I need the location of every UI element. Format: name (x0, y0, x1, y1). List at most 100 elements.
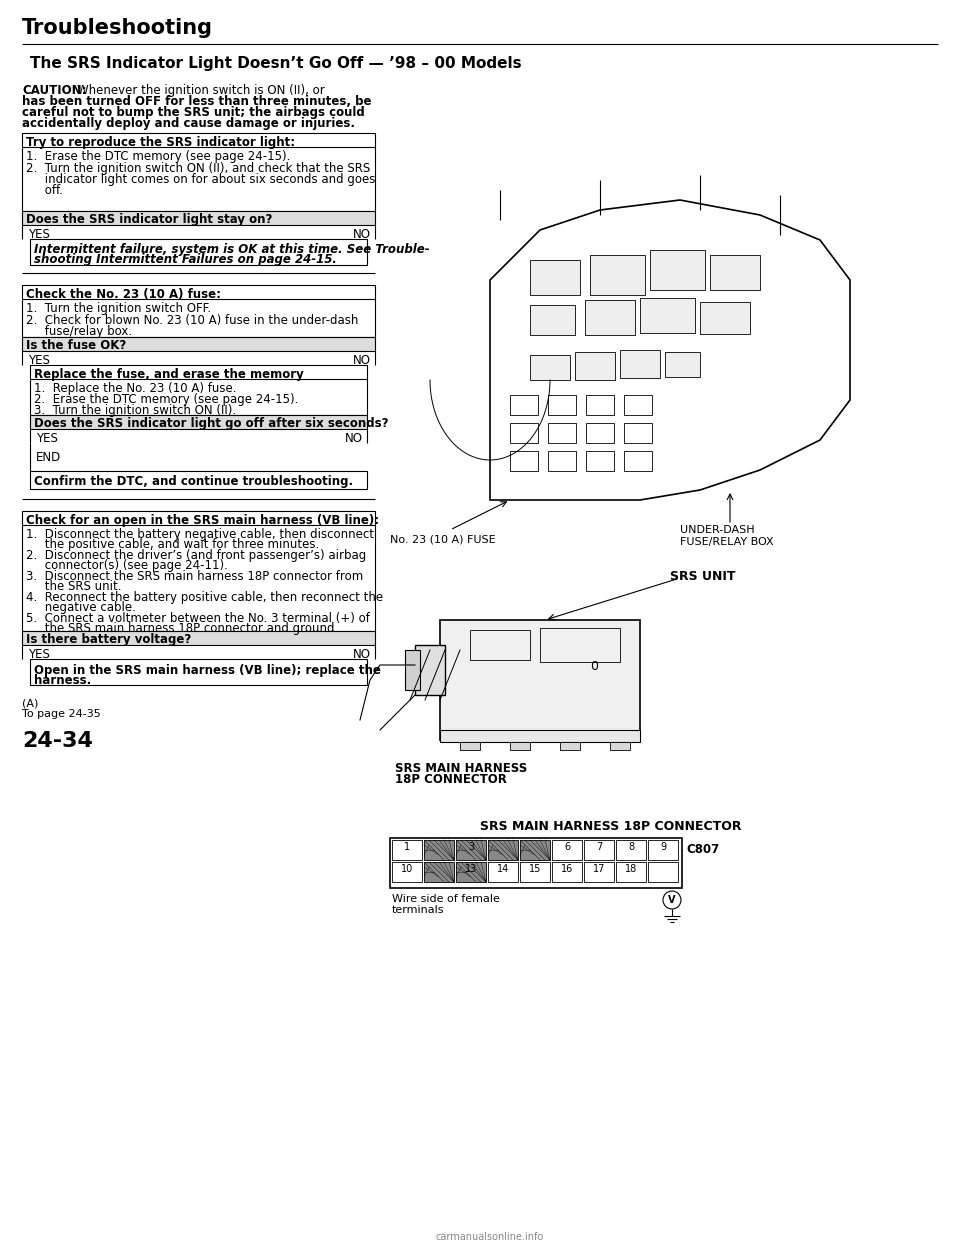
Bar (710, 255, 760, 289)
Bar (650, 250, 705, 289)
Text: negative cable.: negative cable. (26, 601, 136, 614)
Bar (510, 451, 538, 471)
Bar (22, 631, 375, 645)
Bar (405, 650, 420, 691)
Bar (624, 451, 652, 471)
Bar (700, 302, 750, 334)
Text: 13: 13 (465, 864, 477, 874)
Text: END: END (36, 451, 61, 465)
Text: carmanualsonline.info: carmanualsonline.info (436, 1232, 544, 1242)
Bar (22, 211, 375, 225)
Text: 6: 6 (564, 842, 570, 852)
Bar (552, 840, 582, 859)
Bar (415, 645, 445, 696)
Text: NO: NO (353, 354, 371, 366)
Text: 3.  Turn the ignition switch ON (II).: 3. Turn the ignition switch ON (II). (34, 404, 236, 417)
Text: NO: NO (345, 432, 363, 445)
Text: YES: YES (36, 432, 58, 445)
Text: 16: 16 (561, 864, 573, 874)
Text: YES: YES (28, 648, 50, 661)
Text: shooting Intermittent Failures on page 24-15.: shooting Intermittent Failures on page 2… (34, 253, 337, 266)
Text: Is there battery voltage?: Is there battery voltage? (26, 633, 191, 646)
Circle shape (442, 652, 458, 668)
Bar (22, 337, 375, 351)
Text: 7: 7 (596, 842, 602, 852)
Text: The SRS Indicator Light Doesn’t Go Off — ’98 – 00 Models: The SRS Indicator Light Doesn’t Go Off —… (30, 56, 521, 71)
Text: 2.  Disconnect the driver’s (and front passenger’s) airbag: 2. Disconnect the driver’s (and front pa… (26, 549, 367, 561)
Bar (584, 862, 614, 882)
Text: has been turned OFF for less than three minutes, be: has been turned OFF for less than three … (22, 94, 372, 108)
Text: Does the SRS indicator light go off after six seconds?: Does the SRS indicator light go off afte… (34, 417, 389, 430)
Text: the positive cable, and wait for three minutes.: the positive cable, and wait for three m… (26, 538, 320, 551)
Text: harness.: harness. (34, 674, 91, 687)
Bar (548, 395, 576, 415)
Text: Does the SRS indicator light stay on?: Does the SRS indicator light stay on? (26, 212, 273, 226)
Circle shape (663, 891, 681, 909)
Text: 17: 17 (593, 864, 605, 874)
Text: 1.  Turn the ignition switch OFF.: 1. Turn the ignition switch OFF. (26, 302, 211, 315)
Text: 2.  Check for blown No. 23 (10 A) fuse in the under-dash: 2. Check for blown No. 23 (10 A) fuse in… (26, 314, 358, 327)
Text: 9: 9 (660, 842, 666, 852)
Text: Replace the fuse, and erase the memory: Replace the fuse, and erase the memory (34, 368, 303, 381)
Text: SRS MAIN HARNESS 18P CONNECTOR: SRS MAIN HARNESS 18P CONNECTOR (480, 820, 741, 833)
Bar (530, 306, 575, 335)
Bar (488, 840, 518, 859)
Bar (648, 862, 678, 882)
Text: 1.  Disconnect the battery negative cable, then disconnect: 1. Disconnect the battery negative cable… (26, 528, 374, 542)
Text: 2.  Turn the ignition switch ON (II), and check that the SRS: 2. Turn the ignition switch ON (II), and… (26, 161, 371, 175)
Bar (548, 424, 576, 443)
Text: 10: 10 (401, 864, 413, 874)
Bar (488, 862, 518, 882)
Text: 18P CONNECTOR: 18P CONNECTOR (395, 773, 507, 786)
Bar (520, 862, 550, 882)
Bar (30, 415, 367, 428)
Text: 3: 3 (468, 842, 474, 852)
Polygon shape (490, 200, 850, 501)
Text: off.: off. (26, 184, 63, 197)
Bar (30, 365, 367, 415)
Bar (456, 840, 486, 859)
Bar (30, 471, 367, 489)
Bar (392, 862, 422, 882)
Text: Check the No. 23 (10 A) fuse:: Check the No. 23 (10 A) fuse: (26, 288, 221, 301)
Text: Intermittent failure, system is OK at this time. See Trouble-: Intermittent failure, system is OK at th… (34, 243, 430, 256)
Text: terminals: terminals (392, 905, 444, 915)
Bar (30, 238, 367, 265)
Text: NO: NO (353, 229, 371, 241)
Text: the SRS unit.: the SRS unit. (26, 580, 122, 592)
Bar (560, 741, 580, 750)
Bar (586, 424, 614, 443)
Text: Troubleshooting: Troubleshooting (22, 17, 213, 39)
Bar (530, 260, 580, 296)
Text: 24-34: 24-34 (22, 732, 93, 751)
Text: 1.  Erase the DTC memory (see page 24-15).: 1. Erase the DTC memory (see page 24-15)… (26, 150, 290, 163)
Text: accidentally deploy and cause damage or injuries.: accidentally deploy and cause damage or … (22, 117, 355, 130)
Text: CAUTION:: CAUTION: (22, 84, 86, 97)
Bar (584, 840, 614, 859)
Text: Check for an open in the SRS main harness (VB line):: Check for an open in the SRS main harnes… (26, 514, 379, 527)
Bar (610, 741, 630, 750)
Text: C807: C807 (686, 843, 719, 856)
Bar (22, 510, 375, 631)
Text: To page 24-35: To page 24-35 (22, 709, 101, 719)
Bar (22, 133, 375, 211)
Text: 18: 18 (625, 864, 637, 874)
Text: FUSE/RELAY BOX: FUSE/RELAY BOX (680, 537, 774, 546)
Text: 0: 0 (590, 660, 598, 673)
Text: Whenever the ignition switch is ON (II), or: Whenever the ignition switch is ON (II),… (77, 84, 324, 97)
Bar (624, 424, 652, 443)
Bar (424, 862, 454, 882)
Bar (624, 395, 652, 415)
Text: 1: 1 (404, 842, 410, 852)
Bar (440, 620, 640, 740)
Text: UNDER-DASH: UNDER-DASH (680, 525, 755, 535)
Bar (648, 840, 678, 859)
Bar (548, 451, 576, 471)
Text: careful not to bump the SRS unit; the airbags could: careful not to bump the SRS unit; the ai… (22, 106, 365, 119)
Bar (540, 628, 620, 662)
Text: 4.  Reconnect the battery positive cable, then reconnect the: 4. Reconnect the battery positive cable,… (26, 591, 383, 604)
Bar (440, 730, 640, 741)
Bar (616, 862, 646, 882)
Bar (392, 840, 422, 859)
Bar (456, 862, 486, 882)
